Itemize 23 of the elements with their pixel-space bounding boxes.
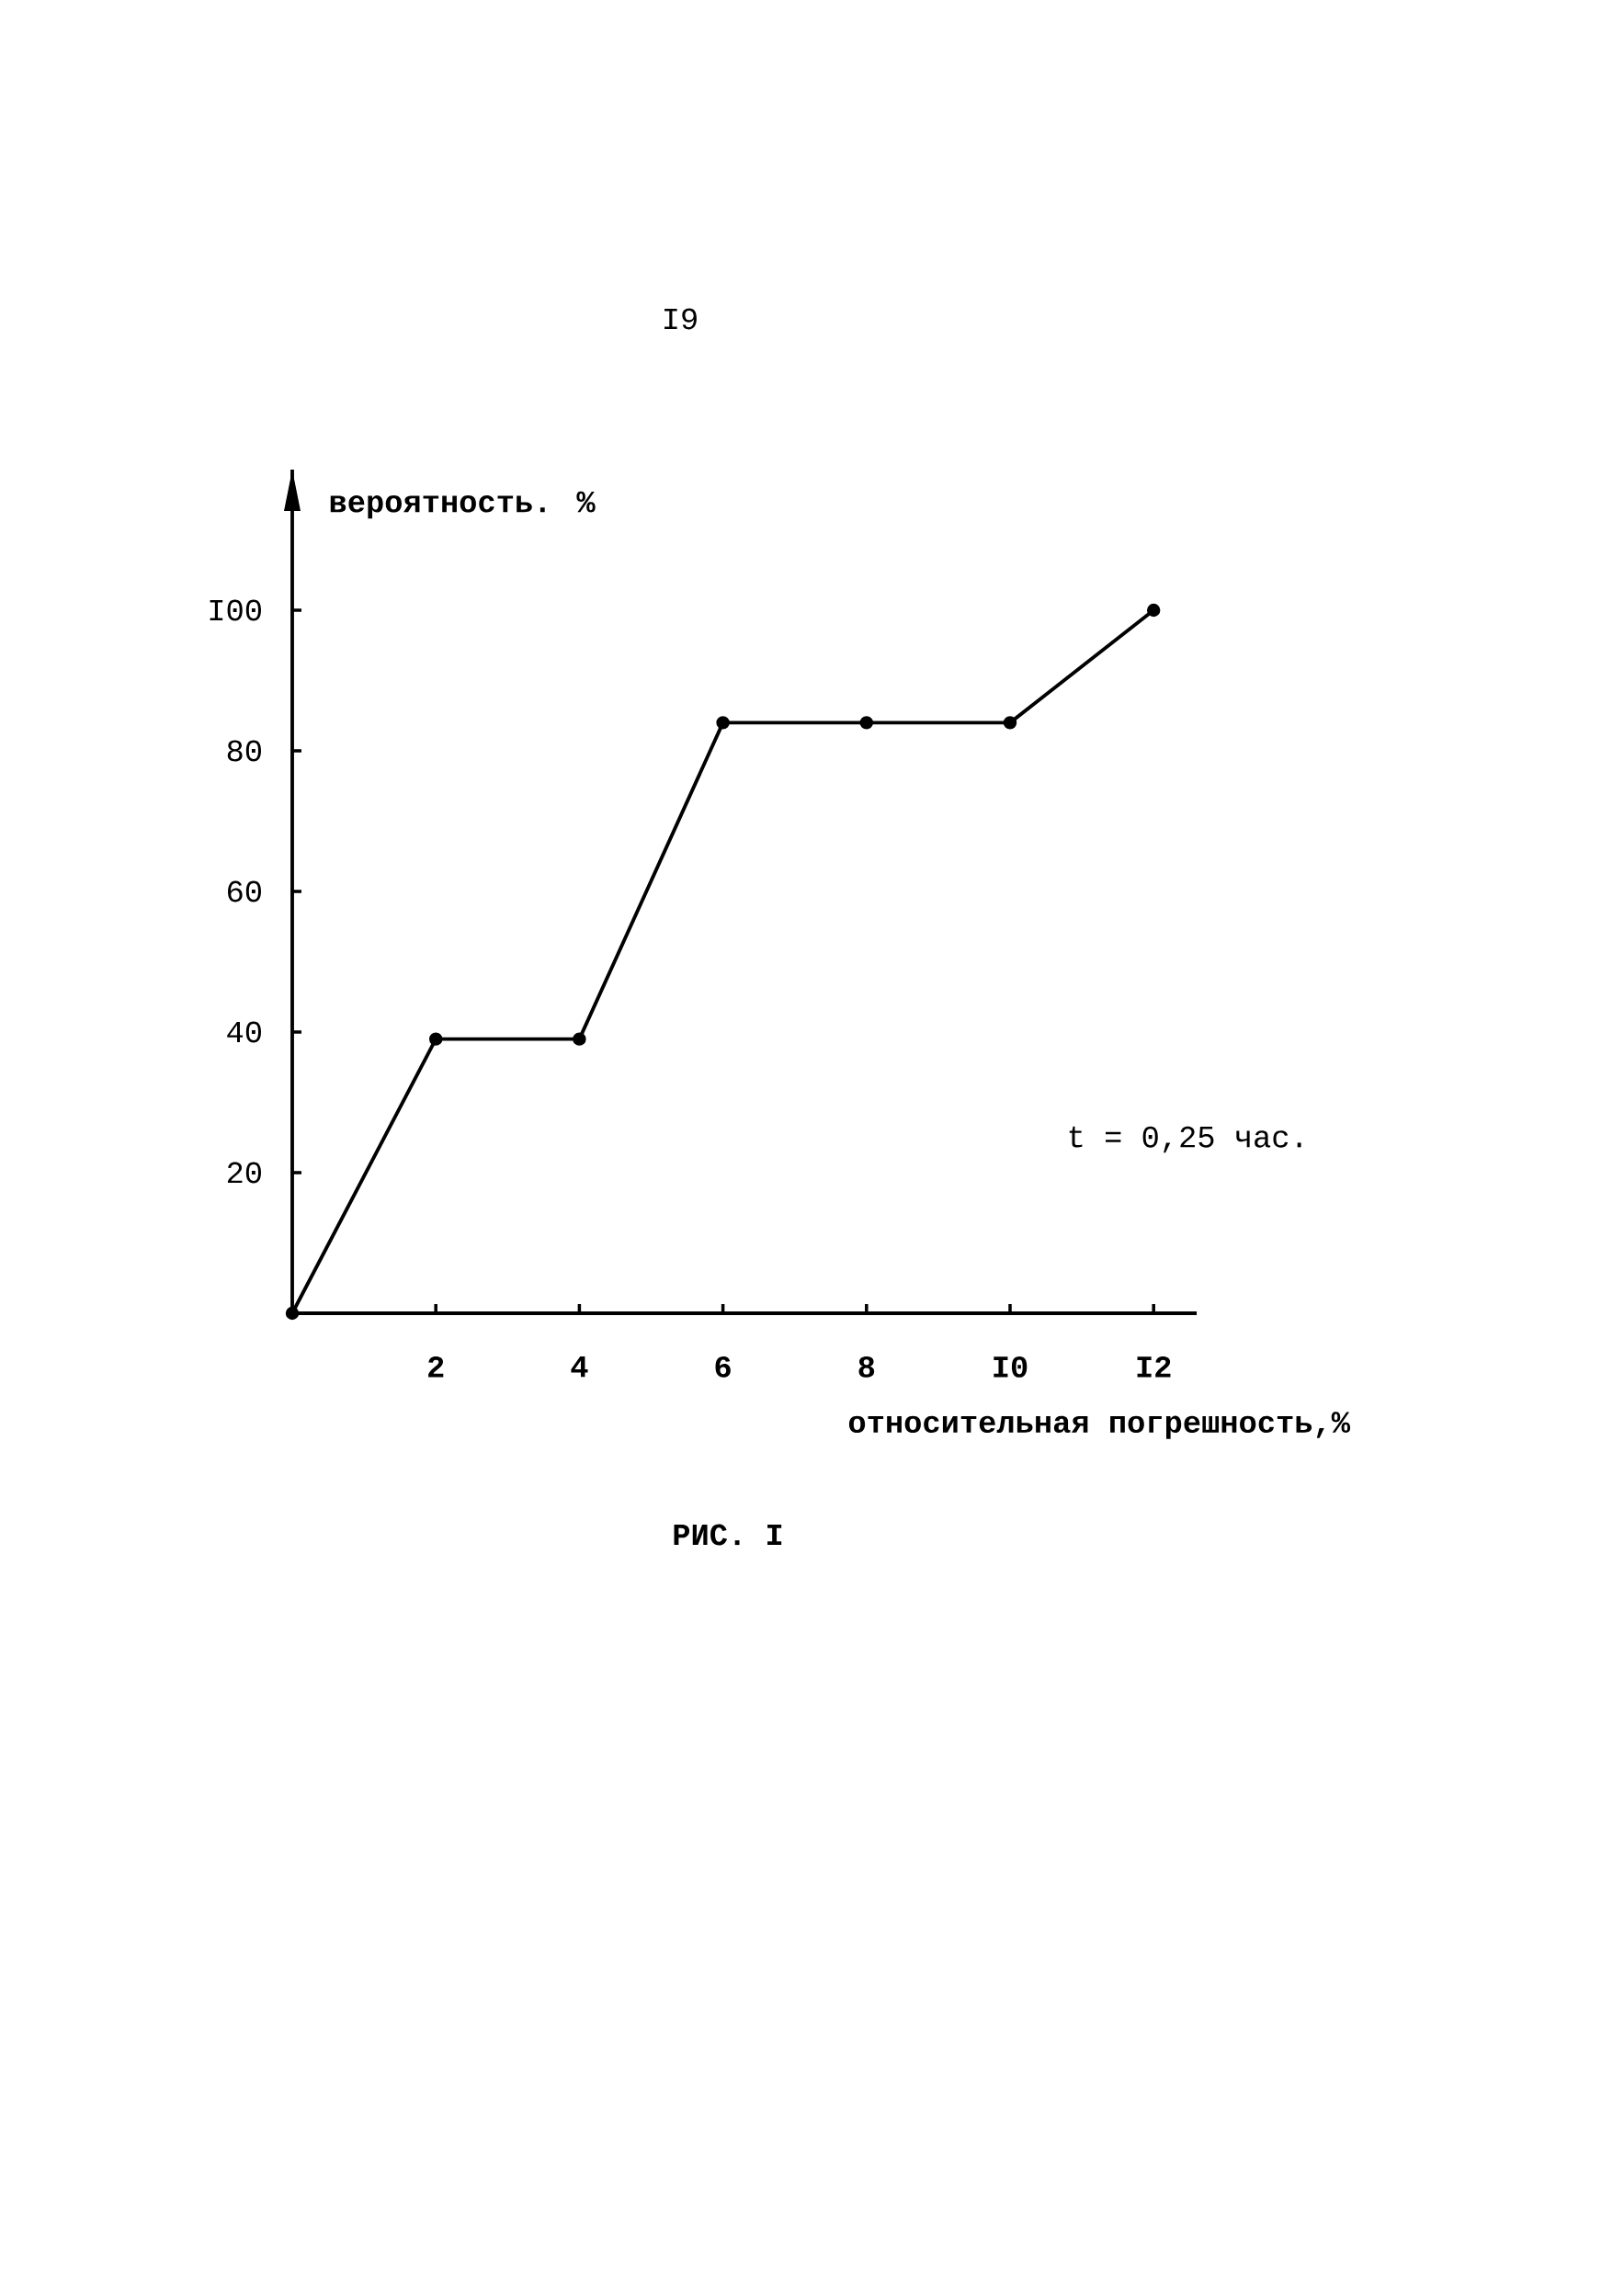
text: I9 [664, 308, 697, 330]
x-tick-label: I2 [1137, 1356, 1171, 1378]
annotation: t = 0,25 час. [1069, 1126, 1301, 1153]
point [285, 1306, 300, 1321]
text: РИС. I [674, 1524, 782, 1546]
point [428, 1032, 443, 1046]
x-tick-label: 4 [571, 1356, 588, 1378]
point [1146, 603, 1161, 618]
point [573, 1032, 586, 1046]
y-tick-label: 80 [227, 740, 261, 762]
y-tick-label: 20 [227, 1162, 261, 1184]
y-tick-label: I00 [210, 599, 261, 621]
y-tick-label: 40 [227, 1021, 261, 1043]
x-tick-label: 6 [715, 1356, 731, 1378]
x-axis-title: относительная погрешность,% [848, 1412, 1351, 1439]
y-tick-label: 60 [228, 880, 261, 902]
point [859, 716, 874, 730]
point [1003, 716, 1017, 730]
point [716, 716, 730, 730]
x-tick-label: 2 [428, 1356, 444, 1378]
y-axis-title: вероятность. % [330, 491, 596, 519]
x-tick-label: I0 [994, 1356, 1028, 1378]
x-tick-label: 8 [858, 1356, 875, 1378]
